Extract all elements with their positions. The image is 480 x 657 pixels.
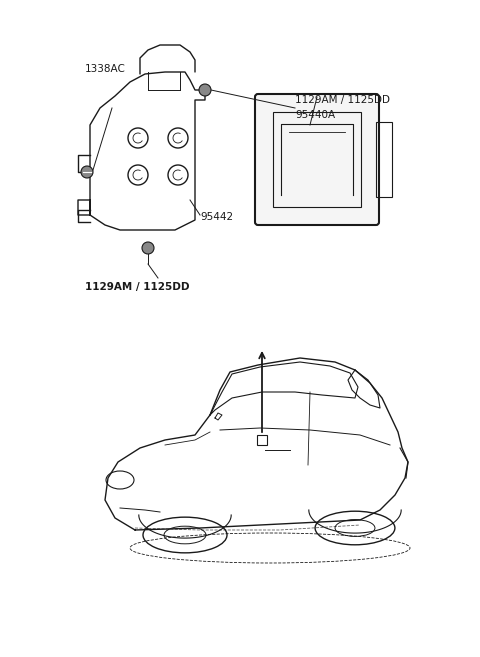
- Text: 1129AM / 1125DD: 1129AM / 1125DD: [295, 95, 390, 105]
- Text: 1129AM / 1125DD: 1129AM / 1125DD: [85, 282, 190, 292]
- Text: 95440A: 95440A: [295, 110, 335, 120]
- Circle shape: [81, 166, 93, 178]
- Circle shape: [142, 242, 154, 254]
- Bar: [257, 435, 267, 445]
- Text: 1338AC: 1338AC: [85, 64, 126, 74]
- Bar: [273, 112, 361, 207]
- Text: 95442: 95442: [200, 212, 233, 222]
- Bar: [376, 122, 392, 197]
- Circle shape: [199, 84, 211, 96]
- FancyBboxPatch shape: [255, 94, 379, 225]
